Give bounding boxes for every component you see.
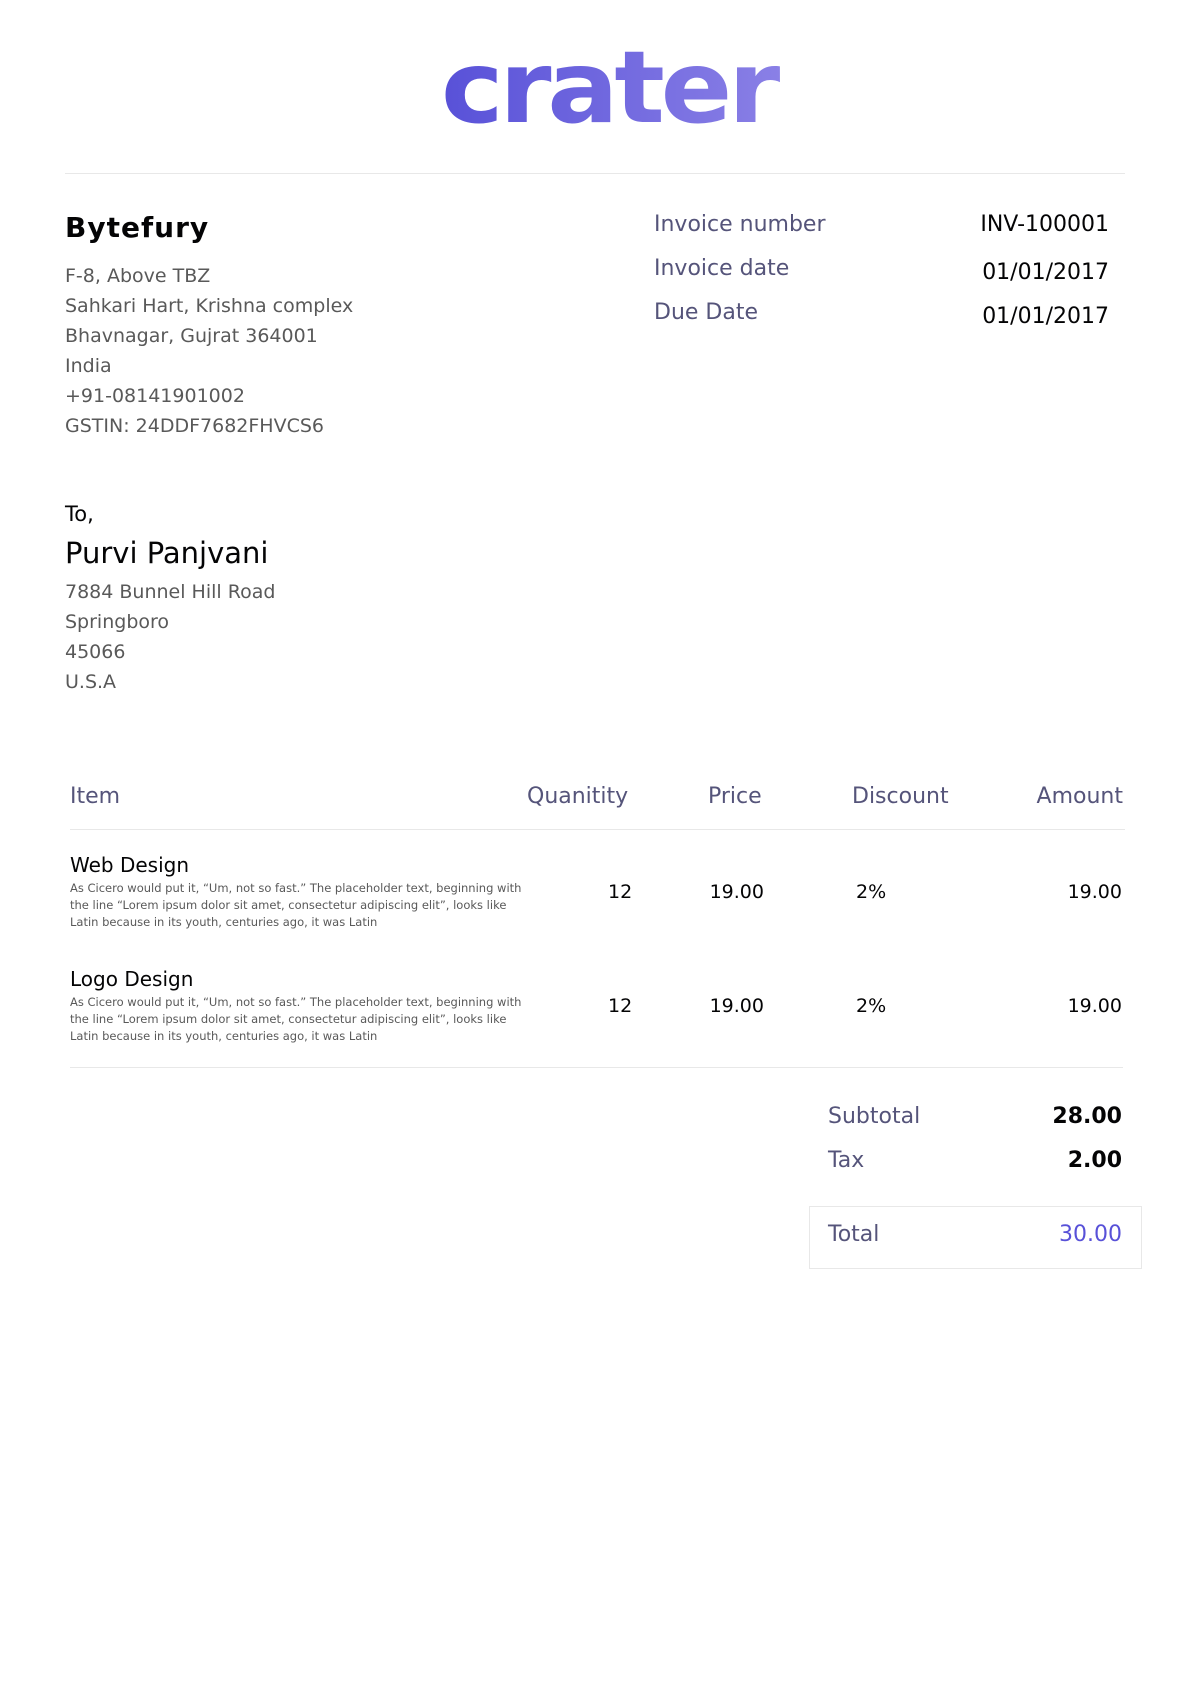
invoice-number-value: INV-100001 (980, 212, 1109, 237)
subtotal-label: Subtotal (828, 1104, 921, 1129)
address-line: 45066 (65, 641, 126, 663)
item-amount: 19.00 (1067, 995, 1122, 1017)
item-price: 19.00 (709, 881, 764, 903)
tax-label: Tax (828, 1148, 865, 1173)
invoice-number-label: Invoice number (654, 212, 826, 237)
item-discount: 2% (856, 995, 887, 1017)
crater-logo: crater (441, 40, 781, 132)
address-line: Springboro (65, 611, 170, 633)
address-line: U.S.A (65, 671, 117, 693)
due-date-label: Due Date (654, 300, 758, 325)
subtotal-value: 28.00 (1052, 1104, 1122, 1129)
item-price: 19.00 (709, 995, 764, 1017)
total-box (809, 1206, 1142, 1269)
svg-text:crater: crater (441, 40, 781, 132)
address-line: +91-08141901002 (65, 385, 245, 407)
item-amount: 19.00 (1067, 881, 1122, 903)
to-label: To, (65, 502, 94, 526)
header-divider (65, 173, 1125, 174)
address-line: GSTIN: 24DDF7682FHVCS6 (65, 415, 324, 437)
item-name: Web Design (70, 853, 190, 877)
address-line: F-8, Above TBZ (65, 265, 211, 287)
company-address: F-8, Above TBZ Sahkari Hart, Krishna com… (65, 261, 353, 441)
invoice-date-value: 01/01/2017 (982, 260, 1109, 285)
header-discount: Discount (852, 784, 949, 809)
header-item: Item (70, 784, 121, 809)
total-value: 30.00 (1059, 1222, 1122, 1247)
invoice-date-label: Invoice date (654, 256, 790, 281)
address-line: Sahkari Hart, Krishna complex (65, 295, 354, 317)
table-footer-divider (70, 1067, 1123, 1068)
header-quantity: Quanitity (527, 784, 629, 809)
header-amount: Amount (1036, 784, 1123, 809)
address-line: Bhavnagar, Gujrat 364001 (65, 325, 318, 347)
customer-address: 7884 Bunnel Hill Road Springboro 45066 U… (65, 577, 275, 697)
address-line: India (65, 355, 112, 377)
item-description: As Cicero would put it, “Um, not so fast… (70, 881, 522, 929)
address-line: 7884 Bunnel Hill Road (65, 581, 276, 603)
customer-name: Purvi Panjvani (65, 536, 269, 570)
table-header-divider (70, 829, 1125, 830)
company-name: Bytefury (65, 211, 210, 244)
item-description: As Cicero would put it, “Um, not so fast… (70, 995, 522, 1043)
due-date-value: 01/01/2017 (982, 304, 1109, 329)
total-label: Total (828, 1222, 880, 1247)
item-name: Logo Design (70, 967, 194, 991)
tax-value: 2.00 (1067, 1148, 1122, 1173)
item-quantity: 12 (608, 995, 633, 1017)
item-quantity: 12 (608, 881, 633, 903)
item-discount: 2% (856, 881, 887, 903)
header-price: Price (708, 784, 762, 809)
